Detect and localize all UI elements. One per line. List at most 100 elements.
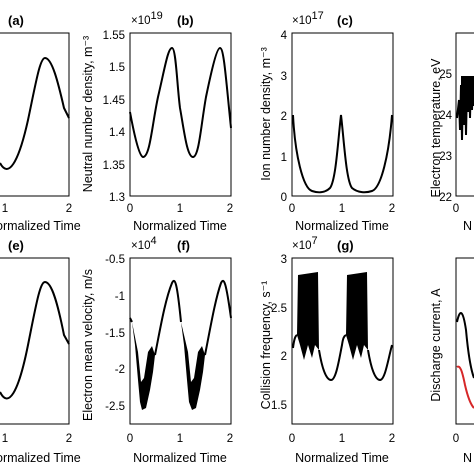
panel-e: (e) 1 2 ormalized Time [0,238,81,465]
panel-d-ytick: 25 [439,69,452,81]
panel-e-xlabel: ormalized Time [0,451,81,465]
panel-c-xlabel: Normalized Time [295,219,389,233]
panel-d-xlabel: N [463,219,472,233]
panel-f-yticks: -0.5 -1 -1.5 -2 -2.5 [105,254,125,413]
panel-c-ytick: 4 [281,30,288,42]
panel-f-ytick: -2.5 [105,401,125,413]
panel-g-xlabel: Normalized Time [295,451,389,465]
panel-d-yticks: 25 24 23 22 [439,69,452,204]
panel-b-multiplier: ×1019 [131,10,163,27]
panel-b-ytick: 1.5 [109,62,125,74]
panel-g-envelope-2 [346,272,368,360]
panel-d: 25 24 23 22 0 N Electron temperature, eV [429,32,474,233]
panel-h-axes [455,257,474,425]
panel-c-ytick: 2 [281,111,287,123]
panel-d-xtick: 0 [453,203,459,215]
panel-f: ×104 (f) -0.5 -1 -1.5 -2 -2.5 0 1 2 Norm… [81,235,233,465]
panel-b-label: (b) [177,13,194,28]
panel-f-envelope-2 [181,322,205,410]
panel-a-series [0,56,70,170]
panel-c-ytick: 0 [281,192,287,204]
panel-c-xtick: 2 [389,203,395,215]
panel-g-multiplier: ×107 [292,235,318,252]
panel-b-ytick: 1.3 [109,192,125,204]
panel-c-label: (c) [337,13,353,28]
panel-f-xtick: 2 [227,433,233,445]
panel-a-xtick: 2 [66,203,72,215]
panel-b-xtick: 1 [177,203,183,215]
panel-f-ytick: -2 [115,364,125,376]
panel-f-label: (f) [177,238,190,253]
panel-g-ytick: 2.5 [271,303,287,315]
panel-d-dense-band [461,76,474,106]
panel-f-ytick: -0.5 [105,254,125,266]
panel-f-multiplier: ×104 [131,235,157,252]
panel-b: ×1019 (b) 1.55 1.5 1.45 1.4 1.35 1.3 0 1… [81,10,233,233]
panel-d-ytick: 22 [439,192,452,204]
panel-e-axes [0,257,70,425]
panel-f-ylabel: Electron mean velocity, m/s [81,269,95,421]
panel-d-axes [455,32,474,197]
panel-f-xtick: 1 [177,433,183,445]
panel-b-xlabel: Normalized Time [133,219,227,233]
panel-h: 0 N Discharge current, A [429,257,474,465]
panel-g-envelope-1 [297,272,319,360]
panel-g-xtick: 0 [289,433,295,445]
panel-d-ylabel: Electron temperature, eV [429,58,443,198]
panel-b-ylabel: Neutral number density, m⁻³ [81,36,95,192]
panel-g-xtick: 2 [389,433,395,445]
panel-c-axes [291,32,394,197]
panel-b-xticks: 0 1 2 [127,203,233,215]
panel-c-ylabel: Ion number density, m⁻³ [259,47,273,181]
panel-c-series [292,114,393,194]
panel-f-ytick: -1.5 [105,328,125,340]
panel-b-series [129,46,232,159]
panel-a: (a) 1 2 ormalized Time [0,13,81,233]
panel-g: ×107 (g) 3 2.5 2 1.5 0 1 2 Normalized Ti… [259,235,395,465]
panel-a-xlabel: ormalized Time [0,219,81,233]
panel-g-ylabel: Collision frequency, s⁻¹ [259,281,273,410]
panel-c-yticks: 4 3 2 1 0 [281,30,288,204]
panel-c-xtick: 1 [339,203,345,215]
panel-b-ytick: 1.4 [109,127,126,139]
panel-g-ytick: 3 [281,254,287,266]
panel-f-ytick: -1 [115,291,125,303]
panel-b-ytick: 1.55 [103,30,125,42]
panel-b-ytick: 1.45 [103,95,125,107]
panel-e-series [0,280,70,400]
panel-f-series [129,279,232,356]
panel-h-ylabel: Discharge current, A [429,288,443,402]
panel-g-label: (g) [337,238,354,253]
panel-b-ytick: 1.35 [103,160,125,172]
panel-c-xtick: 0 [289,203,295,215]
panel-f-axes [129,257,232,425]
panel-h-series-red [456,365,474,409]
panel-a-xtick: 1 [2,203,8,215]
panel-c-ytick: 3 [281,71,287,83]
panel-d-ytick: 24 [439,110,452,122]
panel-g-xticks: 0 1 2 [289,433,395,445]
panel-f-envelope-1 [132,322,155,410]
panel-a-axes [0,32,70,197]
panel-b-yticks: 1.55 1.5 1.45 1.4 1.35 1.3 [103,30,126,204]
panel-c-ytick: 1 [281,152,287,164]
panel-c-xticks: 0 1 2 [289,203,395,215]
panel-g-ytick: 1.5 [271,400,287,412]
panel-c-multiplier: ×1017 [292,10,324,27]
panel-f-xlabel: Normalized Time [133,451,227,465]
panel-e-xtick: 2 [66,433,72,445]
panel-e-label: (e) [8,238,24,253]
panel-g-yticks: 3 2.5 2 1.5 [271,254,287,412]
panel-b-xtick: 0 [127,203,133,215]
panel-g-xtick: 1 [339,433,345,445]
panel-g-ytick: 2 [281,351,287,363]
panel-h-xtick: 0 [453,433,459,445]
panel-f-xtick: 0 [127,433,133,445]
panel-e-xtick: 1 [2,433,8,445]
panel-h-xlabel: N [463,451,472,465]
panel-a-label: (a) [8,13,24,28]
panel-h-series-black [456,312,474,379]
panel-f-xticks: 0 1 2 [127,433,233,445]
panel-d-ytick: 23 [439,151,452,163]
